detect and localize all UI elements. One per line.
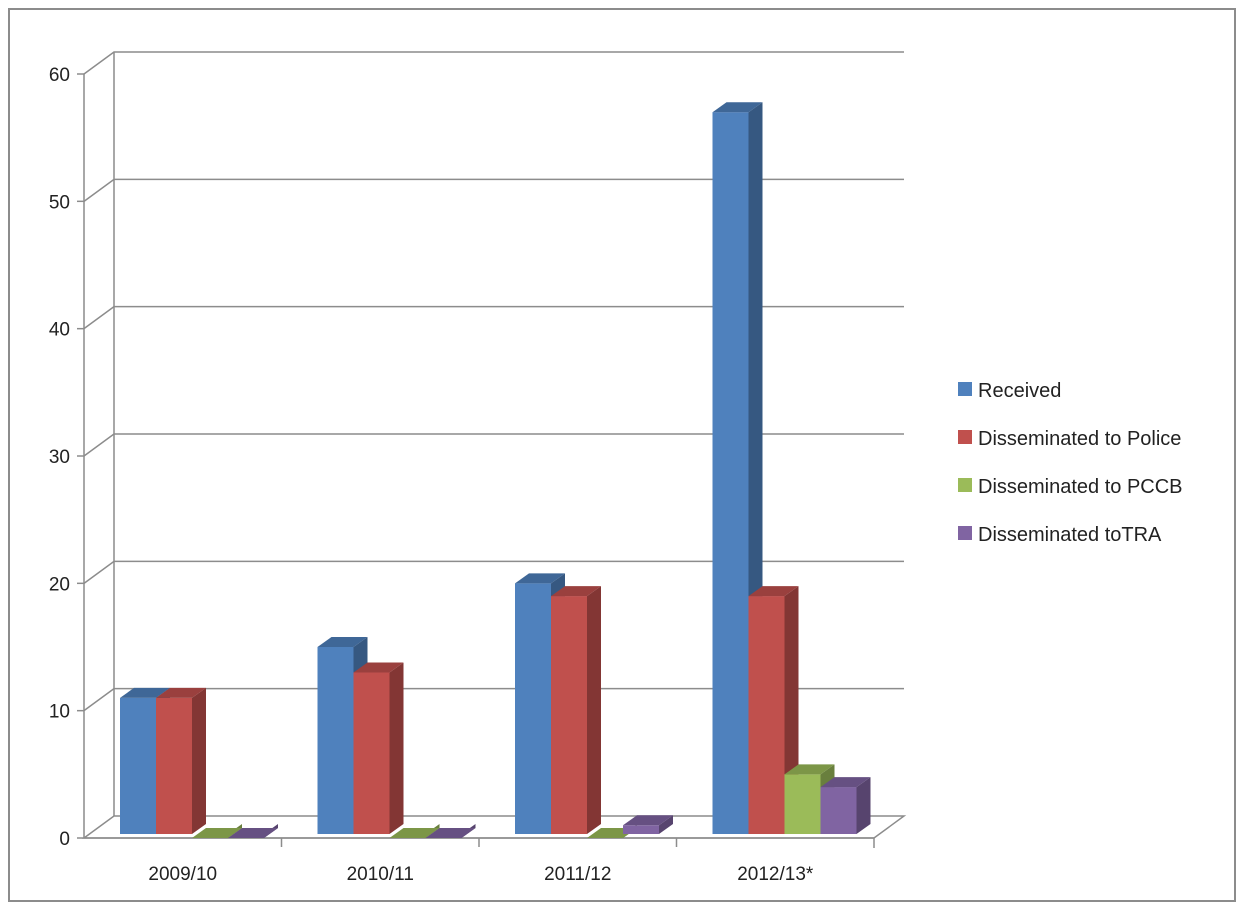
bar-front — [820, 787, 857, 834]
gridline — [83, 178, 904, 202]
bar-side — [587, 586, 601, 834]
gridline — [83, 560, 904, 584]
bar-top — [156, 687, 206, 698]
y-tick-label: 50 — [49, 192, 70, 213]
legend-swatch — [958, 478, 972, 492]
y-tick-label: 40 — [49, 320, 70, 341]
legend-label: Disseminated to PCCB — [978, 476, 1183, 498]
bar-front — [317, 647, 354, 834]
bar-top — [623, 815, 673, 826]
bar-top — [820, 777, 871, 788]
bar-front — [784, 774, 821, 834]
bar-top — [784, 764, 835, 775]
y-tick-label: 30 — [49, 447, 70, 468]
bar-top — [228, 828, 278, 838]
bar — [820, 777, 871, 834]
bar-front — [156, 697, 192, 834]
bar-front — [515, 583, 551, 834]
bar — [712, 102, 763, 834]
legend-swatch — [958, 430, 972, 444]
bar — [156, 687, 206, 834]
bar-top — [192, 828, 242, 838]
bar-top — [389, 828, 440, 838]
bar-side — [659, 815, 673, 834]
gridlines — [83, 51, 904, 712]
bar-front — [120, 697, 156, 834]
bar-top — [712, 102, 763, 113]
bar — [551, 586, 601, 834]
x-axis-ticks: 2009/10 2010/11 2011/12 2012/13* — [148, 838, 814, 885]
x-tick-label: 2009/10 — [148, 864, 217, 885]
bar-front — [353, 672, 390, 834]
bar-front — [748, 596, 785, 834]
legend-label: Disseminated toTRA — [978, 524, 1162, 546]
legend-label: Received — [978, 380, 1061, 402]
y-tick-label: 60 — [49, 65, 70, 86]
bar — [389, 824, 440, 838]
bar-side — [856, 777, 871, 834]
bar-top — [425, 828, 476, 838]
x-tick-label: 2011/12 — [544, 864, 611, 885]
gridline — [83, 305, 904, 330]
bar-front — [623, 825, 659, 834]
y-tick-label: 10 — [49, 702, 70, 723]
gridline — [83, 51, 904, 75]
y-tick-label: 0 — [59, 829, 70, 850]
bar-top — [515, 573, 565, 584]
gridline — [83, 687, 904, 712]
bar-top — [551, 586, 601, 597]
x-tick-label: 2012/13* — [737, 864, 814, 885]
bar-front — [712, 112, 749, 834]
y-tick-label: 20 — [49, 574, 70, 595]
bars — [120, 102, 871, 838]
bar — [353, 662, 404, 834]
legend-swatch — [958, 382, 972, 396]
legend-label: Disseminated to Police — [978, 428, 1181, 450]
bar-top — [748, 586, 799, 597]
bar-top — [120, 687, 170, 698]
legend: Received Disseminated to Police Disseminat… — [958, 380, 1183, 546]
bar — [192, 824, 242, 838]
bar — [623, 815, 673, 834]
bar-front — [551, 596, 587, 834]
gridline — [83, 433, 904, 457]
x-tick-label: 2010/11 — [347, 864, 414, 885]
legend-swatch — [958, 526, 972, 540]
bar — [228, 824, 278, 838]
bar — [425, 824, 476, 838]
bar-side — [192, 687, 206, 834]
bar-top — [317, 637, 368, 647]
bar-side — [389, 662, 404, 834]
chart-frame — [8, 8, 1236, 902]
bar-top — [353, 662, 404, 673]
y-axis-ticks: 0 10 20 30 40 50 60 — [49, 65, 84, 850]
